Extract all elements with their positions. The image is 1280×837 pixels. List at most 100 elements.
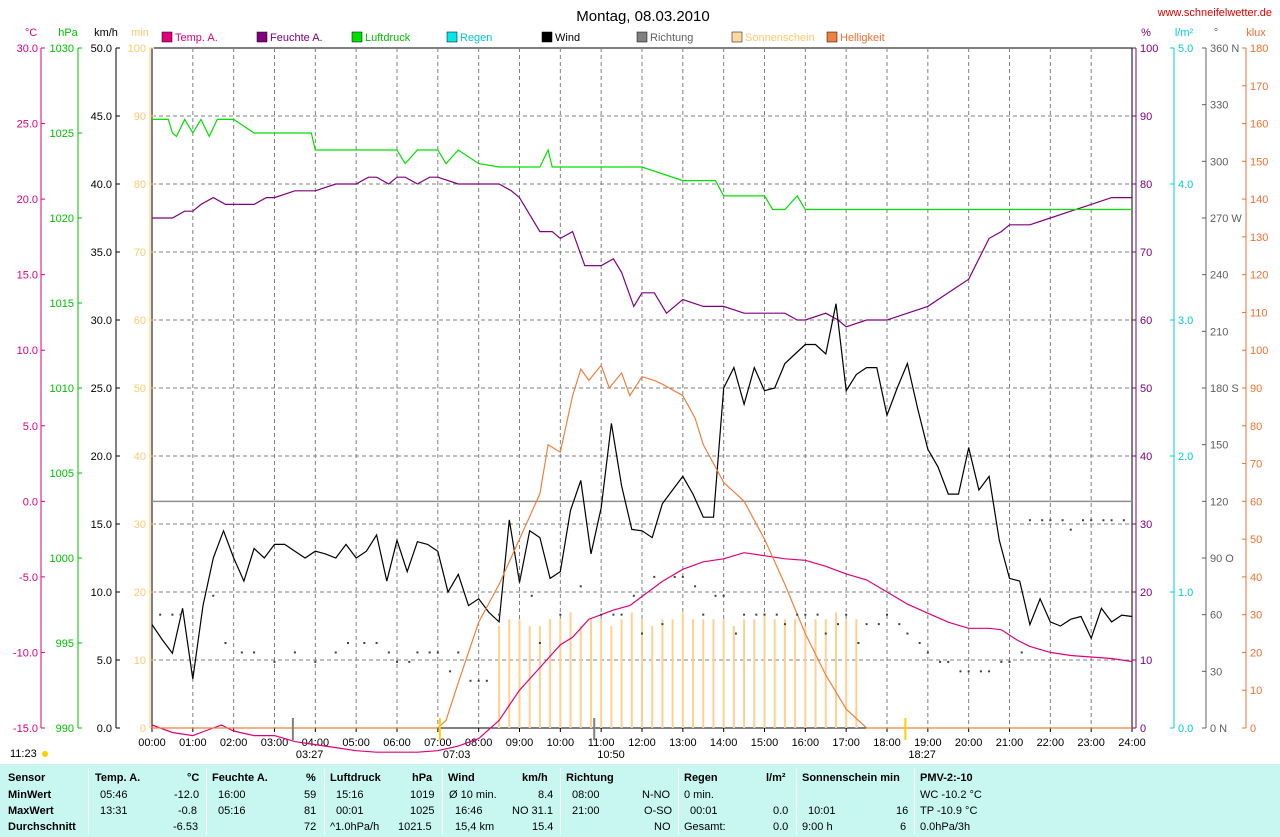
tick-label-humidity: 90: [1140, 111, 1152, 123]
direction-dot: [1028, 519, 1031, 522]
row-min-label: MinWert: [8, 789, 52, 801]
direction-dot: [1069, 528, 1072, 531]
direction-dot: [363, 642, 366, 644]
direction-dot: [530, 594, 533, 597]
tick-label-pressure: 1020: [50, 213, 74, 225]
tick-label-sun: 50: [134, 383, 146, 395]
direction-dot: [1049, 519, 1052, 522]
legend-swatch: [636, 31, 648, 43]
direction-dot: [518, 575, 521, 578]
sun-avg-label: 9:00 h: [802, 821, 833, 833]
tick-label-sun: 70: [134, 247, 146, 259]
direction-dot: [559, 613, 562, 616]
direction-dot: [179, 613, 182, 616]
tick-label-x: 23:00: [1077, 737, 1105, 749]
tick-label-bright: 90: [1250, 383, 1262, 395]
tick-label-humidity: 20: [1140, 587, 1152, 599]
direction-dot: [1082, 519, 1084, 522]
tick-label-pressure: 1005: [50, 468, 74, 480]
tick-label-wind: 15.0: [91, 519, 112, 531]
tick-label-humidity: 70: [1140, 247, 1152, 259]
tick-label-bright: 140: [1250, 194, 1268, 206]
tick-label-wind: 20.0: [91, 451, 112, 463]
hdr-pmv: PMV-2:-10: [920, 772, 973, 784]
tick-label-x: 02:00: [220, 737, 248, 749]
tick-label-humidity: 100: [1140, 43, 1158, 55]
direction-dot: [579, 585, 582, 588]
legend-label: Luftdruck: [365, 32, 411, 44]
tick-label-wind: 10.0: [91, 587, 112, 599]
direction-dot: [428, 651, 431, 654]
tick-label-rain: 2.0: [1178, 451, 1193, 463]
tick-label-temp: -10.0: [13, 647, 38, 659]
tick-label-pressure: 1025: [50, 128, 74, 140]
tick-label-x: 05:00: [342, 737, 370, 749]
direction-dot: [620, 613, 623, 616]
wind-max-time: 16:46: [455, 805, 483, 817]
direction-dot: [612, 613, 615, 616]
direction-dot: [1061, 519, 1064, 522]
direction-dot: [694, 585, 697, 588]
tick-label-humidity: 10: [1140, 655, 1152, 667]
direction-dot: [857, 642, 860, 644]
tick-label-x: 07:00: [424, 737, 452, 749]
tick-label-humidity: 40: [1140, 451, 1152, 463]
legend-label: Wind: [555, 32, 580, 44]
direction-dot: [449, 670, 452, 673]
press-min: 1019: [410, 789, 435, 801]
tick-label-temp: 20.0: [17, 194, 38, 206]
direction-dot: [979, 670, 982, 673]
wind-max: NO 31.1: [512, 805, 553, 817]
tick-label-direction: 210: [1210, 326, 1228, 338]
direction-dot: [1008, 660, 1011, 663]
press-max: 1025: [410, 805, 435, 817]
direction-dot: [396, 660, 398, 663]
direction-dot: [673, 575, 676, 578]
direction-dot: [387, 651, 390, 654]
tick-label-x: 08:00: [465, 737, 493, 749]
direction-dot: [538, 642, 541, 644]
legend-label: Richtung: [650, 32, 693, 44]
direction-dot: [240, 651, 243, 654]
tick-label-bright: 30: [1250, 610, 1262, 622]
tick-label-bright: 20: [1250, 647, 1262, 659]
direction-dot: [485, 679, 488, 682]
direction-dot: [755, 613, 758, 616]
hum-avg: 72: [304, 821, 317, 833]
direction-dot: [967, 670, 970, 673]
marker-label: 03:27: [296, 749, 324, 761]
tick-label-x: 13:00: [669, 737, 697, 749]
tick-label-x: 11:00: [588, 737, 615, 749]
tick-label-sun: 90: [134, 111, 146, 123]
summary-table: Sensor Temp. A. °C Feuchte A. % Luftdruc…: [0, 764, 1280, 837]
tick-label-bright: 70: [1250, 459, 1262, 471]
tick-label-direction: 30: [1210, 666, 1222, 678]
unit-rain: l/m²: [1175, 27, 1194, 39]
pmv-tp: TP -10.9 °C: [920, 805, 978, 817]
col-divider: [442, 768, 443, 834]
dir-min: N-NO: [642, 789, 671, 801]
direction-dot: [1102, 519, 1105, 522]
col-divider: [914, 768, 915, 834]
tick-label-rain: 3.0: [1178, 315, 1193, 327]
tick-label-direction: 60: [1210, 610, 1222, 622]
tick-label-sun: 20: [134, 587, 146, 599]
temp-avg: -6.53: [173, 821, 199, 833]
direction-dot: [939, 660, 942, 663]
tick-label-wind: 45.0: [91, 111, 112, 123]
hdr-rain: Regen: [684, 772, 718, 784]
tick-label-direction: 90 O: [1210, 553, 1234, 565]
direction-dot: [253, 651, 256, 654]
dir-max-time: 21:00: [572, 805, 600, 817]
website-link[interactable]: www.schneifelwetter.de: [1157, 7, 1272, 19]
legend-swatch: [256, 31, 268, 43]
tick-label-bright: 130: [1250, 232, 1268, 244]
tick-label-wind: 25.0: [91, 383, 112, 395]
hdr-sensor: Sensor: [8, 772, 46, 784]
dir-min-time: 08:00: [572, 789, 600, 801]
direction-dot: [1122, 519, 1125, 522]
tick-label-sun: 40: [134, 451, 146, 463]
tick-label-wind: 0.0: [97, 723, 112, 735]
direction-dot: [837, 623, 839, 626]
tick-label-direction: 180 S: [1210, 383, 1239, 395]
